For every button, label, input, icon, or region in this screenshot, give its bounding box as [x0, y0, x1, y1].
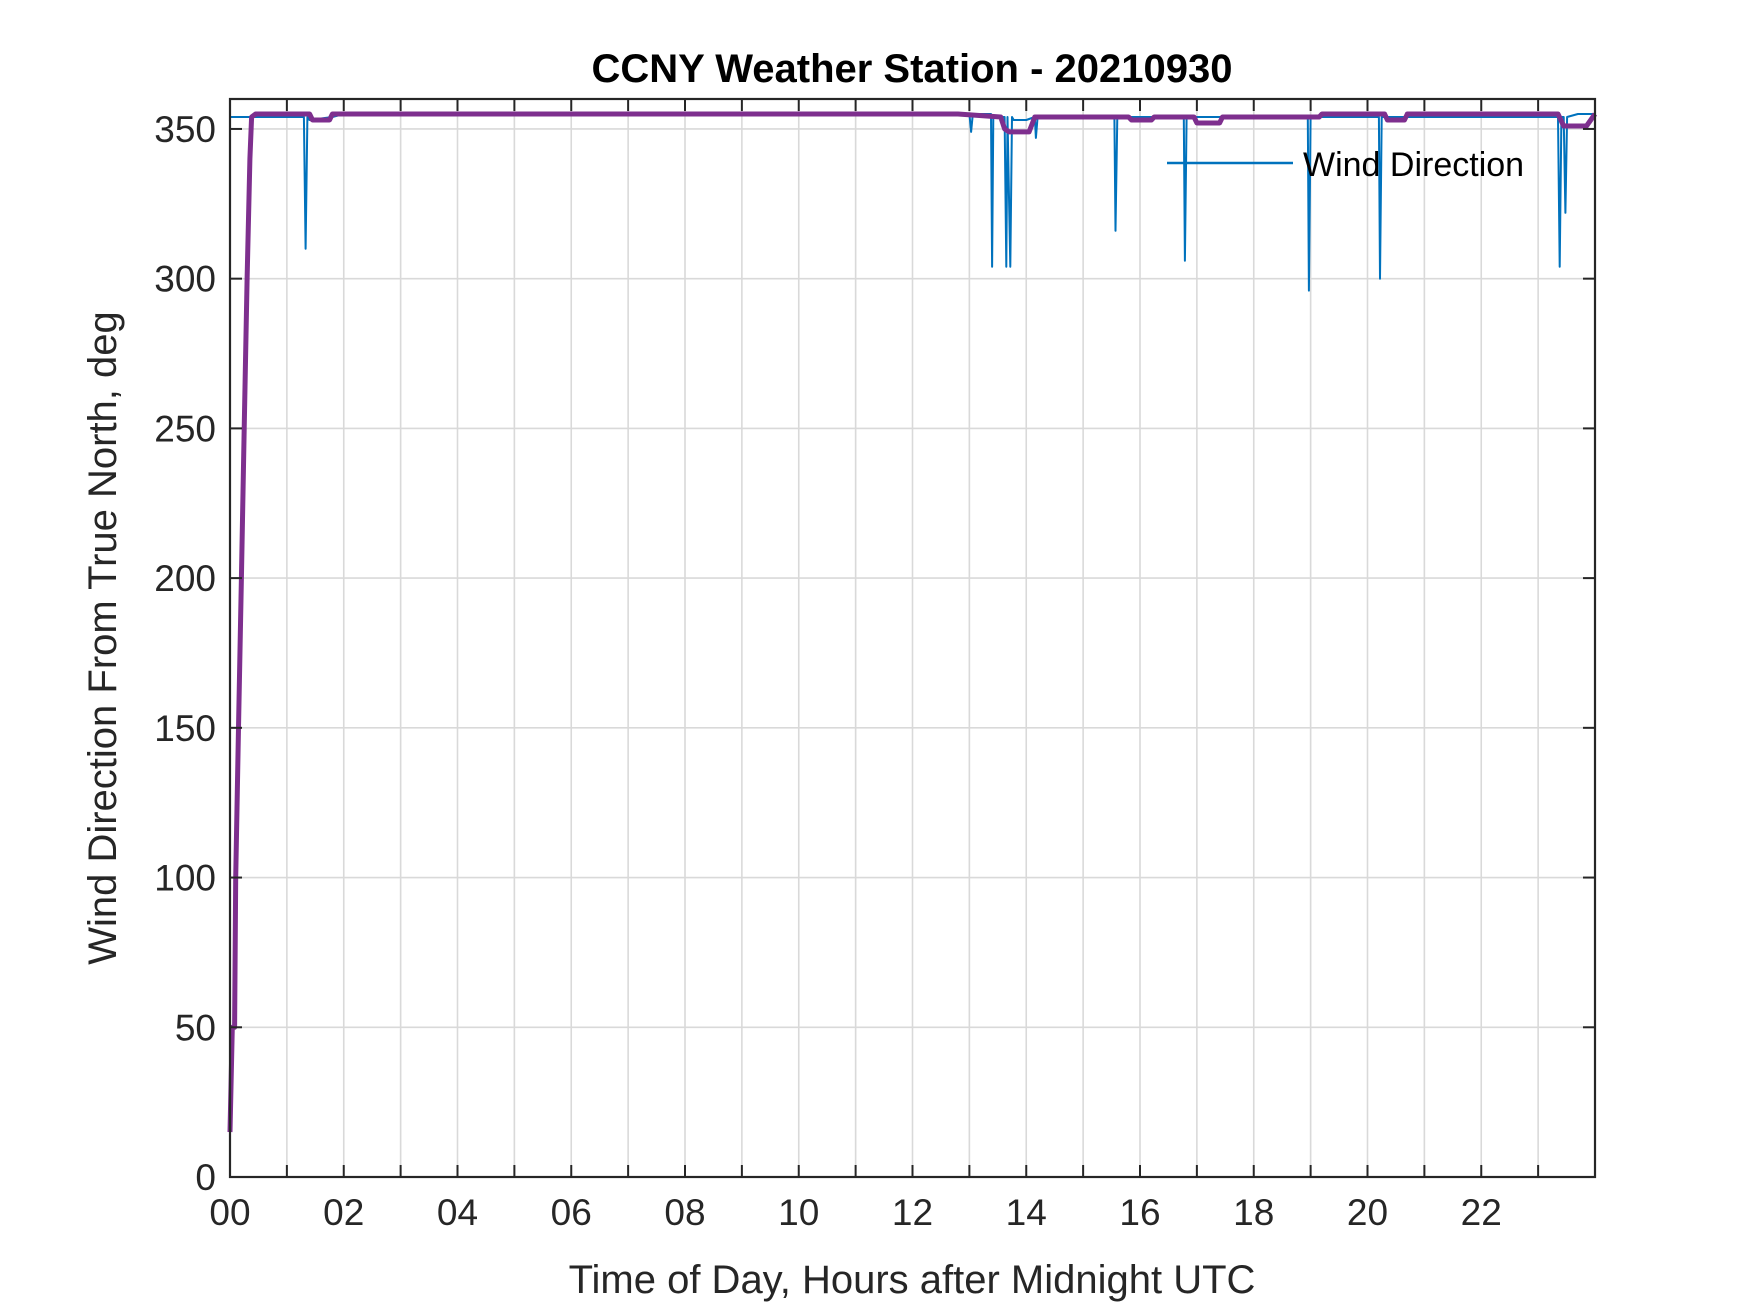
series-line-smoothed — [227, 111, 1598, 1133]
y-tick-label: 300 — [154, 259, 216, 300]
x-tick-label: 22 — [1461, 1192, 1502, 1233]
x-tick-label: 10 — [778, 1192, 819, 1233]
y-tick-label: 50 — [175, 1007, 216, 1048]
grid-lines — [230, 99, 1595, 1177]
x-tick-label: 02 — [323, 1192, 364, 1233]
x-tick-label: 20 — [1347, 1192, 1388, 1233]
x-tick-label: 04 — [437, 1192, 478, 1233]
x-tick-label: 18 — [1233, 1192, 1274, 1233]
y-tick-label: 150 — [154, 708, 216, 749]
x-tick-label: 06 — [551, 1192, 592, 1233]
x-tick-label: 08 — [664, 1192, 705, 1233]
x-tick-label: 16 — [1119, 1192, 1160, 1233]
y-tick-label: 200 — [154, 558, 216, 599]
y-tick-label: 0 — [195, 1157, 216, 1198]
legend-label-wind-direction: Wind Direction — [1303, 146, 1524, 184]
x-tick-label: 14 — [1006, 1192, 1047, 1233]
y-tick-label: 350 — [154, 109, 216, 150]
y-tick-label: 100 — [154, 858, 216, 899]
y-axis-label: Wind Direction From True North, deg — [81, 311, 125, 965]
x-tick-label: 00 — [209, 1192, 250, 1233]
y-tick-label: 250 — [154, 408, 216, 449]
axis-ticks: 00 02 04 06 08 10 12 14 16 18 20 22 0 50 100 150 200 250 3… — [154, 99, 1595, 1233]
x-tick-label: 12 — [892, 1192, 933, 1233]
x-axis-label: Time of Day, Hours after Midnight UTC — [569, 1258, 1256, 1302]
legend: Wind Direction — [1167, 146, 1524, 184]
chart-title: CCNY Weather Station - 20210930 — [592, 47, 1233, 91]
data-series — [227, 111, 1598, 1133]
